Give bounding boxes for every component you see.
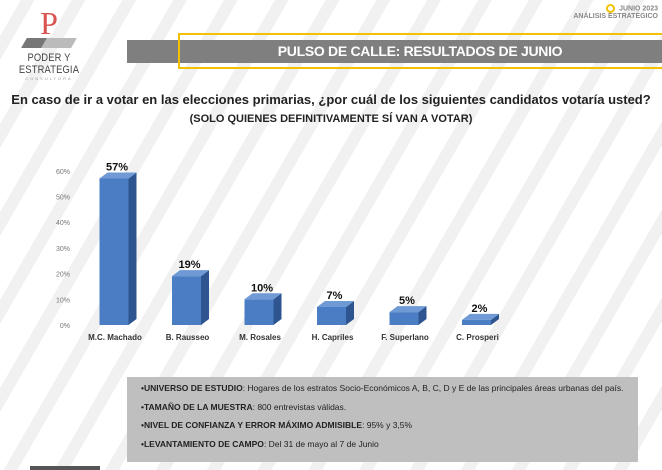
y-tick-label: 0% [60,323,70,330]
brand-sub: CONSULTORA [25,76,73,81]
info-text: : 95% y 3,5% [362,420,413,430]
date-block: JUNIO 2023 ANÁLISIS ESTRATÉGICO [573,4,658,20]
y-tick-label: 10% [56,297,70,304]
y-tick-label: 20% [56,272,70,279]
bar-top [244,293,282,300]
logo: P PODER Y ESTRATEGIA CONSULTORA [4,5,94,81]
bar-side [491,313,499,325]
bar-top [317,301,354,308]
banner-frame [178,33,662,69]
bar-side [201,270,209,325]
data-label: 5% [399,295,415,307]
bar [99,178,129,325]
bar [172,276,201,325]
category-label: C. Prosperi [456,333,499,342]
category-label: M.C. Machado [88,333,142,342]
data-label: 57% [106,162,128,174]
footer-bar [30,466,100,470]
methodology-box: •UNIVERSO DE ESTUDIO: Hogares de los est… [127,377,638,462]
brand-name: PODER Y ESTRATEGIA [18,52,80,76]
category-label: F. Superlano [381,333,429,342]
data-label: 10% [251,282,273,294]
info-line: •TAMAÑO DE LA MUESTRA: 800 entrevistas v… [141,402,638,412]
category-label: H. Capriles [312,333,354,342]
info-line: •NIVEL DE CONFIANZA Y ERROR MÁXIMO ADMIS… [141,420,638,430]
category-label: M. Rosales [239,333,281,342]
info-label: •TAMAÑO DE LA MUESTRA [141,401,253,412]
banner-title: PULSO DE CALLE: RESULTADOS DE JUNIO [277,43,563,59]
bar-top [99,172,137,179]
tagline: ANÁLISIS ESTRATÉGICO [573,13,658,20]
circle-icon [606,4,616,13]
bar-top [172,270,209,277]
y-tick-label: 30% [56,246,70,253]
info-text: : Hogares de los estratos Socio-Económic… [242,383,624,393]
bar [462,319,491,325]
bar-top [389,306,427,313]
data-label: 19% [178,259,200,271]
data-label: 7% [327,290,343,302]
category-label: B. Rausseo [166,333,210,342]
data-label: 2% [472,303,488,315]
bar-side [418,306,427,325]
info-label: •UNIVERSO DE ESTUDIO [141,383,243,393]
info-label: •LEVANTAMIENTO DE CAMPO [141,438,264,449]
bar [244,299,274,325]
question: En caso de ir a votar en las elecciones … [11,92,651,107]
subquestion: (SOLO QUIENES DEFINITIVAMENTE SÍ VAN A V… [189,113,473,125]
logo-mark: P [40,5,58,41]
logo-bars [21,38,77,48]
info-line: •UNIVERSO DE ESTUDIO: Hogares de los est… [141,383,638,393]
date: JUNIO 2023 [619,5,658,13]
y-tick-label: 40% [56,220,70,227]
info-label: •NIVEL DE CONFIANZA Y ERROR MÁXIMO ADMIS… [141,420,362,430]
info-text: : 800 entrevistas válidas. [252,401,347,412]
y-tick-label: 60% [56,169,70,176]
bar-side [346,301,354,325]
bar [389,312,419,325]
bar-top [462,313,499,320]
bar-side [273,293,282,325]
bar-chart: 0% 10% 20% 30% 40% 50% 60% 57% M.C. Machado 19% B.… [56,162,499,342]
info-text: : Del 31 de mayo al 7 de Junio [263,438,379,449]
info-line: •LEVANTAMIENTO DE CAMPO: Del 31 de mayo … [141,439,638,449]
bar [317,307,346,325]
banner [127,40,662,63]
y-tick-label: 50% [56,195,70,202]
bar-side [128,172,137,325]
